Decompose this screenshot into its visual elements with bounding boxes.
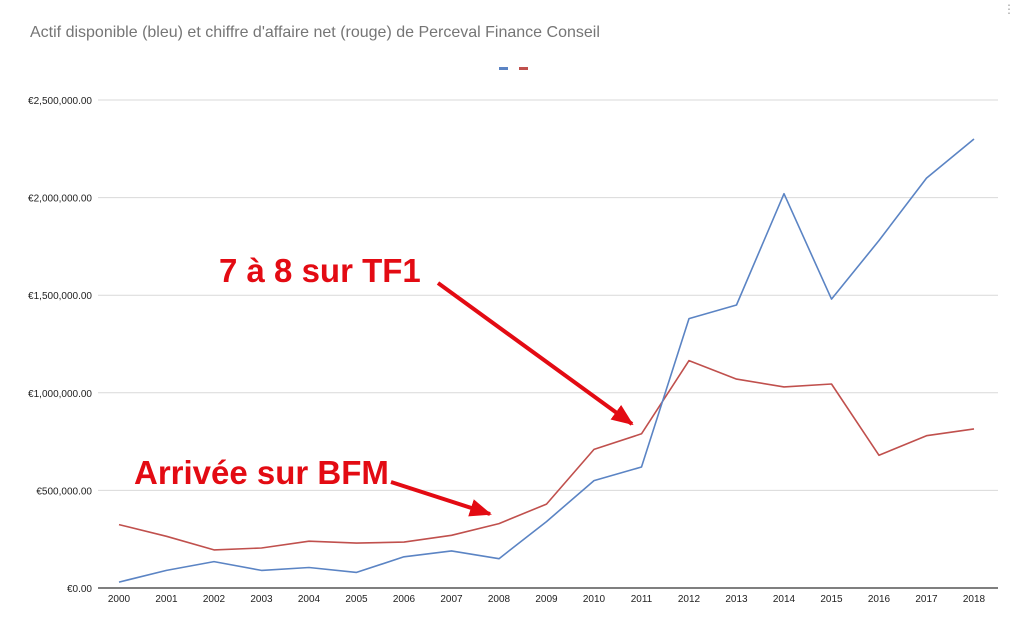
- y-tick-label: €1,000,000.00: [28, 389, 92, 400]
- y-tick-label: €0.00: [67, 584, 92, 595]
- x-tick-label: 2001: [155, 594, 178, 605]
- y-tick-label: €1,500,000.00: [28, 291, 92, 302]
- x-tick-label: 2009: [535, 594, 558, 605]
- series-line-blue: [118, 138, 975, 583]
- x-tick-label: 2017: [915, 594, 938, 605]
- x-tick-label: 2013: [725, 594, 748, 605]
- annotation-bfm: Arrivée sur BFM: [134, 454, 389, 491]
- y-tick-label: €2,500,000.00: [28, 96, 92, 107]
- x-tick-label: 2014: [773, 594, 796, 605]
- x-tick-label: 2003: [250, 594, 273, 605]
- x-tick-label: 2012: [678, 594, 701, 605]
- series-line-red: [118, 359, 975, 551]
- y-tick-label: €500,000.00: [36, 486, 92, 497]
- legend-swatch-red[interactable]: [519, 67, 528, 70]
- annotation-arrow-bfm: [390, 480, 492, 517]
- x-tick-label: 2007: [440, 594, 463, 605]
- x-tick-label: 2005: [345, 594, 368, 605]
- x-tick-label: 2004: [298, 594, 321, 605]
- y-tick-label: €2,000,000.00: [28, 194, 92, 205]
- x-tick-label: 2016: [868, 594, 891, 605]
- x-tick-label: 2008: [488, 594, 511, 605]
- chart-title: Actif disponible (bleu) et chiffre d'aff…: [30, 24, 600, 41]
- x-tick-label: 2015: [820, 594, 843, 605]
- x-tick-label: 2011: [631, 594, 653, 605]
- annotation-arrow-tf1: [436, 281, 634, 426]
- legend-swatch-blue[interactable]: [499, 67, 508, 70]
- x-tick-label: 2000: [108, 594, 131, 605]
- x-tick-label: 2002: [203, 594, 226, 605]
- x-tick-label: 2010: [583, 594, 606, 605]
- x-tick-label: 2018: [963, 594, 986, 605]
- annotation-tf1: 7 à 8 sur TF1: [219, 252, 421, 289]
- x-tick-label: 2006: [393, 594, 416, 605]
- more-vert-icon[interactable]: ⋮: [1003, 2, 1015, 16]
